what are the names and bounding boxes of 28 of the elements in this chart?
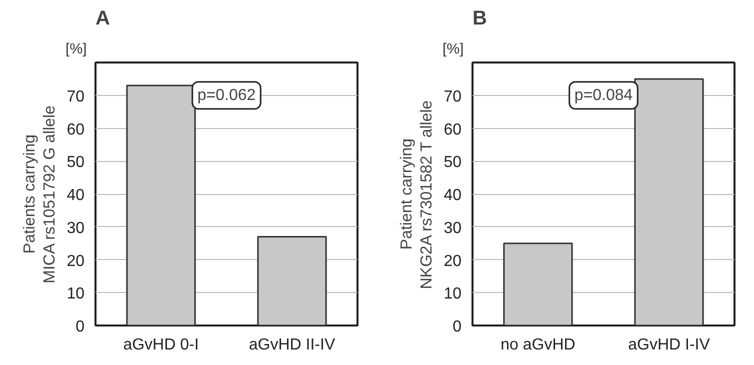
y-tick-label: 60 <box>66 121 85 138</box>
y-tick-label: 0 <box>452 318 462 336</box>
y-tick-label: 60 <box>444 121 462 138</box>
x-tick-label: no aGvHD <box>500 336 576 354</box>
chart-title: A <box>96 8 110 30</box>
y-tick-label: 20 <box>66 252 85 270</box>
y-tick-label: 50 <box>444 154 462 172</box>
y-tick-label: 30 <box>444 220 462 237</box>
y-tick-label: 10 <box>66 286 85 303</box>
y-tick-label: 70 <box>444 88 462 106</box>
y-axis-title: Patient carrying NKG2A rs7301582 T allele <box>398 100 436 290</box>
text: [%] <box>66 42 87 58</box>
y-tick-label: 20 <box>444 252 462 270</box>
chart-title: B <box>472 8 487 30</box>
annotation: p=0.084 <box>574 86 633 104</box>
y-tick-label: 50 <box>66 154 85 172</box>
y-tick-label: 30 <box>66 220 85 237</box>
annotation: p=0.062 <box>197 86 256 104</box>
x-tick-label: aGvHD I-IV <box>628 336 710 354</box>
y-tick-label: 10 <box>444 286 462 303</box>
y-tick-label: 0 <box>76 318 85 336</box>
y-tick-label: 40 <box>444 187 462 204</box>
y-tick-label: 70 <box>66 88 85 106</box>
x-tick-label: aGvHD II-IV <box>248 336 336 354</box>
x-tick-label: aGvHD 0-I <box>123 336 199 354</box>
y-axis-title: Patients carrying MICA rs1051792 G allele <box>21 105 59 284</box>
text: [%] <box>442 42 464 58</box>
y-tick-label: 40 <box>66 187 85 204</box>
